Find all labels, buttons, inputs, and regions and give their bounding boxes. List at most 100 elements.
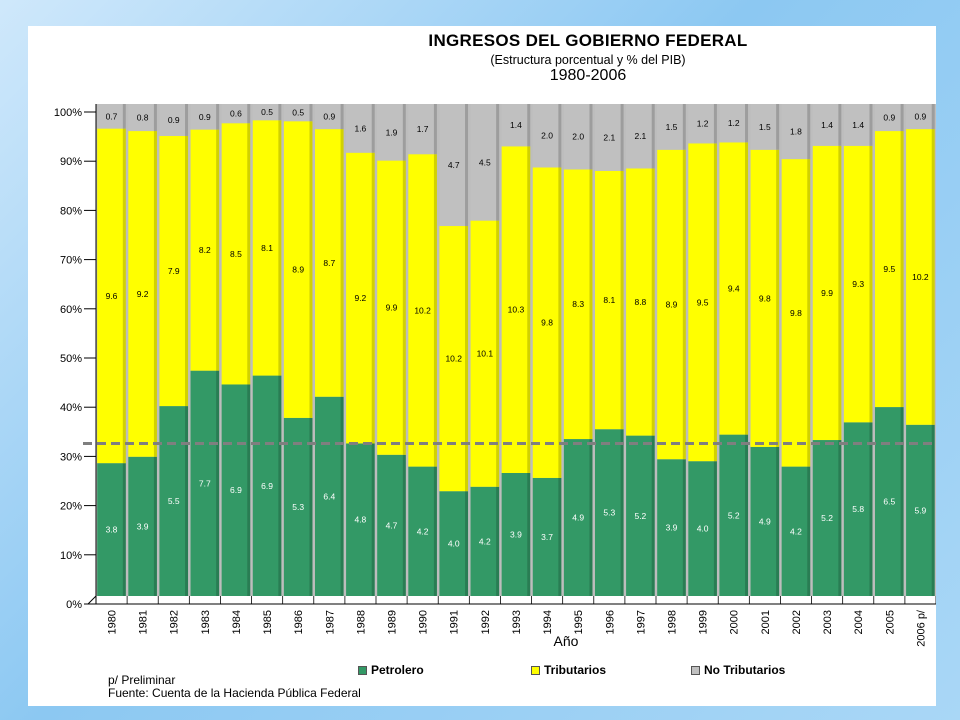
bar-segment bbox=[626, 168, 655, 436]
x-tick-label: 1982 bbox=[169, 610, 181, 634]
y-tick-label: 30% bbox=[60, 451, 82, 463]
data-label: 9.5 bbox=[883, 264, 895, 274]
bar-segment bbox=[874, 407, 904, 596]
bar-segment bbox=[657, 104, 686, 150]
bar-segment bbox=[221, 104, 251, 124]
data-label: 9.5 bbox=[697, 297, 709, 307]
bar-segment bbox=[377, 104, 406, 161]
bar-segment bbox=[843, 422, 873, 596]
bar-shade bbox=[122, 128, 126, 464]
bar-shade bbox=[247, 384, 251, 596]
bar-segment bbox=[906, 104, 935, 130]
x-tick-label: 1997 bbox=[635, 610, 647, 634]
bar-segment bbox=[252, 104, 282, 121]
x-tick-label: 1994 bbox=[542, 610, 554, 634]
bar-segment bbox=[252, 375, 282, 596]
data-label: 1.2 bbox=[728, 118, 740, 128]
legend-label: No Tributarios bbox=[704, 663, 786, 677]
data-label: 3.8 bbox=[106, 525, 118, 535]
y-tick-label: 100% bbox=[54, 107, 82, 119]
bar-segment bbox=[781, 104, 811, 160]
bar-segment bbox=[812, 440, 842, 596]
y-tick-label: 90% bbox=[60, 156, 82, 168]
bar-segment bbox=[439, 226, 469, 492]
x-tick-label: 2004 bbox=[853, 610, 865, 634]
data-label: 6.4 bbox=[323, 491, 335, 501]
x-tick-label: 1993 bbox=[511, 610, 523, 634]
bar-segment bbox=[594, 429, 624, 596]
bar-shade bbox=[402, 104, 406, 161]
bar-segment bbox=[128, 104, 157, 132]
bar-segment bbox=[563, 104, 593, 170]
data-label: 7.9 bbox=[168, 266, 180, 276]
bar-shade bbox=[278, 120, 282, 376]
data-label: 0.9 bbox=[168, 115, 180, 125]
data-label: 2.1 bbox=[603, 132, 615, 142]
data-label: 1.8 bbox=[790, 127, 802, 137]
bar-shade bbox=[745, 434, 749, 596]
bar-segment bbox=[190, 129, 220, 371]
bar-shade bbox=[620, 429, 624, 596]
bar-segment bbox=[159, 406, 189, 596]
y-tick-label: 0% bbox=[66, 599, 82, 611]
x-tick-label: 1995 bbox=[573, 610, 585, 634]
bar-shade bbox=[558, 167, 562, 478]
bar-shade bbox=[122, 463, 126, 596]
data-label: 10.1 bbox=[477, 349, 494, 359]
x-tick-label: 2005 bbox=[884, 610, 896, 634]
x-tick-label: 2003 bbox=[822, 610, 834, 634]
bar-segment bbox=[843, 104, 873, 146]
data-label: 9.2 bbox=[137, 289, 149, 299]
bar-shade bbox=[402, 160, 406, 455]
data-label: 10.2 bbox=[414, 305, 431, 315]
data-label: 2.0 bbox=[572, 132, 584, 142]
footnote-source: Fuente: Cuenta de la Hacienda Pública Fe… bbox=[108, 686, 361, 700]
data-label: 3.9 bbox=[666, 523, 678, 533]
bar-shade bbox=[589, 104, 593, 170]
x-tick-label: 1992 bbox=[480, 610, 492, 634]
x-tick-label: 1989 bbox=[387, 610, 399, 634]
bar-segment bbox=[314, 129, 344, 397]
bar-shade bbox=[340, 104, 344, 130]
data-label: 5.8 bbox=[852, 504, 864, 514]
data-label: 10.2 bbox=[445, 354, 462, 364]
data-label: 6.9 bbox=[230, 485, 242, 495]
bar-shade bbox=[185, 135, 189, 407]
bar-shade bbox=[309, 121, 313, 418]
data-label: 0.5 bbox=[292, 108, 304, 118]
bar-segment bbox=[128, 131, 157, 457]
data-label: 0.6 bbox=[230, 109, 242, 119]
legend-label: Tributarios bbox=[544, 663, 607, 677]
data-label: 3.9 bbox=[137, 521, 149, 531]
bar-shade bbox=[527, 104, 531, 147]
bar-segment bbox=[688, 104, 717, 144]
bar-shade bbox=[807, 104, 811, 160]
bar-segment bbox=[563, 439, 593, 596]
bar-shade bbox=[713, 143, 717, 462]
data-label: 0.9 bbox=[199, 112, 211, 122]
bar-segment bbox=[221, 384, 251, 596]
bar-shade bbox=[465, 491, 469, 596]
data-label: 7.7 bbox=[199, 478, 211, 488]
bar-segment bbox=[501, 104, 531, 147]
chart-title: INGRESOS DEL GOBIERNO FEDERAL bbox=[428, 31, 748, 50]
legend-item-petrolero: Petrolero bbox=[358, 663, 424, 677]
data-label: 3.9 bbox=[510, 530, 522, 540]
bar-shade bbox=[776, 446, 780, 596]
bar-shade bbox=[807, 159, 811, 467]
bar-segment bbox=[159, 104, 189, 136]
y-tick-label: 40% bbox=[60, 402, 82, 414]
bar-shade bbox=[713, 461, 717, 596]
data-label: 9.4 bbox=[728, 284, 740, 294]
bar-segment bbox=[346, 443, 375, 596]
bar-segment bbox=[346, 152, 375, 444]
data-label: 4.5 bbox=[479, 157, 491, 167]
bar-segment bbox=[719, 142, 749, 435]
data-label: 1.4 bbox=[821, 120, 833, 130]
bar-segment bbox=[626, 435, 655, 596]
data-label: 9.3 bbox=[852, 279, 864, 289]
bar-shade bbox=[589, 439, 593, 596]
bar-shade bbox=[589, 169, 593, 440]
bar-segment bbox=[594, 170, 624, 430]
bar-shade bbox=[682, 104, 686, 150]
